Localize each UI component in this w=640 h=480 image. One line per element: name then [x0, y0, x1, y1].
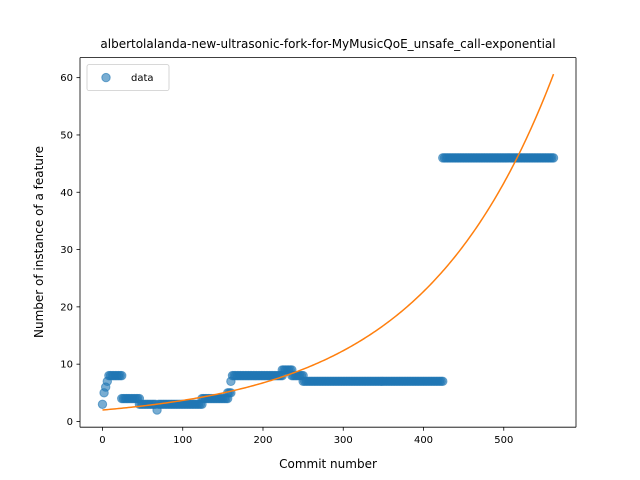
- data-point: [438, 376, 448, 387]
- fit-line-group: [102, 73, 555, 411]
- fit-line: [102, 73, 555, 411]
- data-point: [117, 370, 127, 381]
- axes-spines: [79, 57, 577, 428]
- data-point: [97, 399, 108, 409]
- y-tick-label: 50: [60, 130, 73, 141]
- plot-background: [80, 57, 576, 428]
- y-axis-label: Number of instance of a feature: [32, 146, 46, 338]
- plot-area: 0 100 200 300 400 500 0 10 20 30 40 50 60: [60, 57, 577, 446]
- y-tick-label: 10: [60, 360, 73, 371]
- y-tick-label: 40: [60, 188, 73, 199]
- data-marks: [97, 153, 559, 415]
- legend-label-data: data: [131, 73, 154, 84]
- x-axis-label: Commit number: [279, 457, 377, 471]
- chart-title: albertolalanda-new-ultrasonic-fork-for-M…: [100, 37, 555, 51]
- x-tick-label: 100: [173, 435, 192, 446]
- data-point: [548, 153, 559, 163]
- y-axis-ticks: 0 10 20 30 40 50 60: [60, 73, 80, 428]
- x-tick-label: 500: [494, 435, 513, 446]
- x-tick-label: 0: [99, 435, 105, 446]
- legend-marker-data: [101, 72, 111, 83]
- y-tick-label: 60: [60, 73, 73, 84]
- legend: data: [86, 64, 170, 91]
- y-tick-label: 0: [67, 417, 73, 428]
- y-tick-label: 20: [60, 302, 73, 313]
- x-tick-label: 200: [253, 435, 272, 446]
- y-tick-label: 30: [60, 245, 73, 256]
- x-tick-label: 400: [414, 435, 433, 446]
- x-tick-label: 300: [334, 435, 353, 446]
- legend-box: [86, 64, 170, 91]
- x-axis-ticks: 0 100 200 300 400 500: [99, 427, 513, 446]
